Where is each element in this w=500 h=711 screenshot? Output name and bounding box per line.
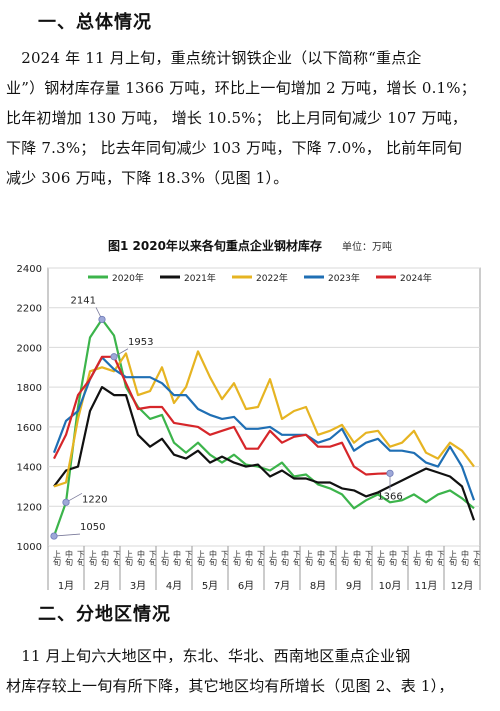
legend-label: 2021年: [184, 272, 216, 284]
legend-label: 2023年: [328, 272, 360, 284]
annotation-marker: [98, 315, 106, 324]
x-tick-label: 下旬: [437, 550, 446, 567]
annotation-marker: [50, 532, 58, 540]
section-2-title: 二、分地区情况: [38, 604, 171, 625]
x-tick-label: 下旬: [149, 550, 158, 567]
y-tick-label: 1600: [17, 423, 42, 434]
paragraph-line: 业”）钢材库存量 1366 万吨，环比上一旬增加 2 万吨，增长 0.1%；: [6, 79, 476, 97]
paragraph-line: 比年初增加 130 万吨， 增长 10.5%； 比上月同旬减少 107 万吨，: [6, 109, 468, 127]
x-tick-label: 中旬: [281, 549, 290, 567]
legend-label: 2022年: [256, 272, 288, 284]
x-tick-label: 下旬: [401, 550, 410, 567]
section-1-title: 一、总体情况: [38, 12, 152, 33]
x-tick-label: 中旬: [209, 549, 218, 567]
y-tick-label: 2000: [17, 343, 42, 354]
annotation-marker: [386, 469, 394, 477]
month-label: 5月: [202, 580, 218, 592]
x-tick-label: 下旬: [77, 550, 86, 567]
section-2-paragraph: 11 月上旬六大地区中，东北、华北、西南地区重点企业钢 材库存较上一旬有所下降，…: [6, 641, 496, 701]
x-tick-label: 下旬: [113, 550, 122, 567]
x-tick-label: 上旬: [413, 550, 422, 567]
x-tick-label: 上旬: [233, 550, 242, 567]
annotation-label: 2141: [71, 295, 96, 306]
annotation-label: 1366: [377, 491, 402, 502]
annotation-label: 1953: [128, 337, 153, 348]
x-tick-label: 中旬: [101, 549, 110, 567]
month-label: 4月: [166, 580, 182, 592]
month-label: 11月: [415, 580, 438, 592]
series-line: [53, 355, 391, 476]
annotation-label: 1050: [80, 522, 105, 533]
x-tick-label: 中旬: [389, 549, 398, 567]
x-tick-label: 上旬: [53, 550, 62, 567]
chart-svg: 图1 2020年以来各旬重点企业钢材库存 单位：万吨 1000 1200 1400 160…: [17, 238, 482, 592]
y-tick-label: 1800: [17, 383, 42, 394]
x-tick-label: 上旬: [197, 550, 206, 567]
month-label: 12月: [451, 580, 474, 592]
x-tick-label: 下旬: [221, 550, 230, 567]
paragraph-line: 11 月上旬六大地区中，东北、华北、西南地区重点企业钢: [6, 647, 411, 665]
y-tick-label: 2400: [17, 264, 42, 275]
annotation-leader: [53, 533, 81, 537]
annotation-label: 1220: [82, 494, 107, 505]
month-label: 8月: [310, 580, 326, 592]
annotation-marker: [110, 353, 118, 361]
x-tick-label: 中旬: [353, 549, 362, 567]
y-tick-label: 1200: [17, 502, 42, 513]
series-line: [53, 386, 476, 521]
x-tick-label: 上旬: [125, 550, 134, 567]
month-label: 10月: [379, 580, 402, 592]
month-label: 3月: [130, 580, 146, 592]
x-tick-label: 上旬: [269, 550, 278, 567]
x-tick-label: 下旬: [293, 550, 302, 567]
plot-frame: [47, 267, 481, 547]
x-tick-label: 上旬: [377, 550, 386, 567]
x-tick-label: 中旬: [317, 549, 326, 567]
x-tick-label: 中旬: [425, 549, 434, 567]
y-tick-label: 2200: [17, 304, 42, 315]
legend-label: 2020年: [112, 272, 144, 284]
section-1-paragraph: 2024 年 11 月上旬，重点统计钢铁企业（以下简称“重点企 业”）钢材库存量…: [6, 43, 496, 193]
paragraph-line: 减少 306 万吨，下降 18.3%（见图 1）。: [6, 169, 289, 187]
chart-title: 图1 2020年以来各旬重点企业钢材库存: [108, 238, 322, 253]
series-line: [52, 356, 476, 501]
month-label: 6月: [238, 580, 254, 592]
inventory-line-chart: 图1 2020年以来各旬重点企业钢材库存 单位：万吨 1000 1200 1400 160…: [0, 232, 500, 594]
paragraph-line: 材库存较上一旬有所下降，其它地区均有所增长（见图 2、表 1），: [6, 677, 454, 695]
x-tick-label: 下旬: [257, 550, 266, 567]
x-tick-label: 上旬: [305, 550, 314, 567]
x-tick-label: 上旬: [341, 550, 350, 567]
y-tick-label: 1000: [17, 542, 42, 553]
chart-unit-label: 单位：万吨: [342, 240, 392, 253]
annotation-marker: [62, 498, 70, 506]
x-tick-label: 中旬: [245, 549, 254, 567]
month-label: 9月: [346, 580, 362, 592]
x-tick-label: 上旬: [89, 550, 98, 567]
month-label: 2月: [94, 580, 110, 592]
series-line: [53, 350, 475, 488]
legend-label: 2024年: [400, 272, 432, 284]
paragraph-line: 下降 7.3%； 比去年同旬减少 103 万吨，下降 7.0%， 比前年同旬: [6, 139, 463, 157]
x-tick-label: 下旬: [185, 550, 194, 567]
x-tick-label: 上旬: [161, 550, 170, 567]
x-tick-label: 下旬: [473, 550, 482, 567]
x-tick-label: 中旬: [137, 549, 146, 567]
y-tick-label: 1400: [17, 463, 42, 474]
x-tick-label: 中旬: [173, 549, 182, 567]
x-tick-label: 上旬: [449, 550, 458, 567]
month-label: 1月: [58, 580, 74, 592]
x-tick-label: 中旬: [65, 549, 74, 567]
x-tick-label: 下旬: [329, 550, 338, 567]
x-tick-label: 下旬: [365, 550, 374, 567]
x-tick-label: 中旬: [461, 549, 470, 567]
month-label: 7月: [274, 580, 290, 592]
paragraph-line: 2024 年 11 月上旬，重点统计钢铁企业（以下简称“重点企: [6, 49, 422, 67]
